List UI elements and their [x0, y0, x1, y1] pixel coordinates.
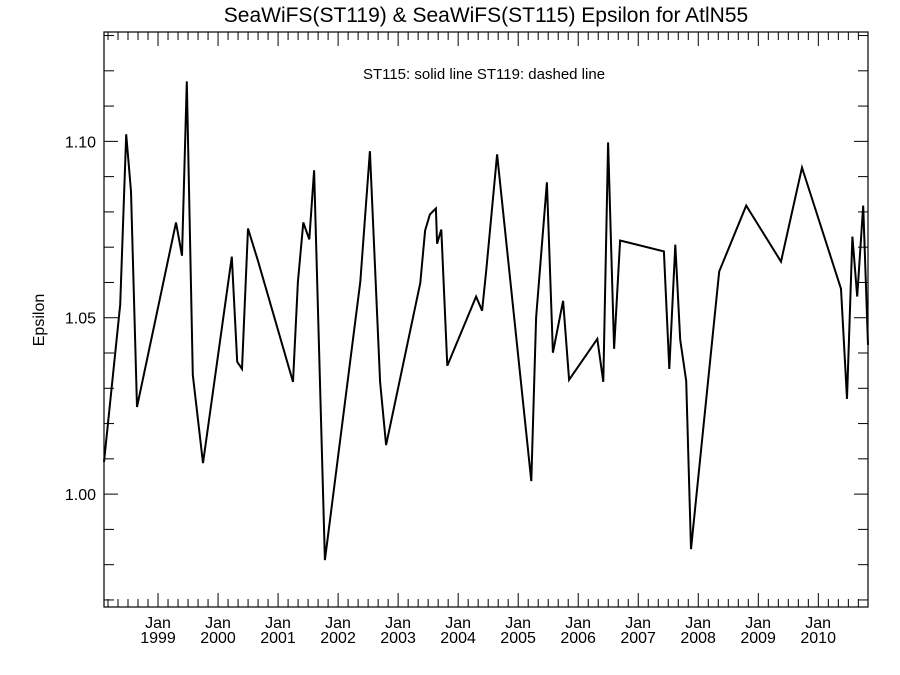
chart-title: SeaWiFS(ST119) & SeaWiFS(ST115) Epsilon …	[224, 4, 748, 27]
plot-frame	[103, 31, 869, 608]
x-tick-year: 2008	[680, 630, 716, 647]
x-tick-year: 2006	[560, 630, 596, 647]
x-tick-month: Jan	[445, 615, 471, 632]
legend-annotation: ST115: solid line ST119: dashed line	[363, 66, 605, 83]
y-tick-label: 1.05	[65, 311, 96, 328]
x-tick-month: Jan	[625, 615, 651, 632]
tick-labels: 1.001.051.10Jan1999Jan2000Jan2001Jan2002…	[65, 134, 836, 647]
x-tick-month: Jan	[205, 615, 231, 632]
series-layer	[103, 81, 869, 561]
x-tick-month: Jan	[745, 615, 771, 632]
x-tick-month: Jan	[685, 615, 711, 632]
y-axis-label: Epsilon	[31, 294, 48, 346]
x-tick-month: Jan	[805, 615, 831, 632]
x-tick-year: 2004	[440, 630, 476, 647]
axis-ticks	[104, 32, 868, 607]
y-tick-label: 1.10	[65, 134, 96, 151]
x-tick-year: 2009	[740, 630, 776, 647]
x-tick-year: 1999	[140, 630, 176, 647]
x-tick-year: 2003	[380, 630, 416, 647]
x-tick-month: Jan	[265, 615, 291, 632]
x-tick-month: Jan	[385, 615, 411, 632]
x-tick-year: 2005	[500, 630, 536, 647]
y-tick-label: 1.00	[65, 487, 96, 504]
x-tick-year: 2010	[800, 630, 836, 647]
x-tick-year: 2000	[200, 630, 236, 647]
x-tick-month: Jan	[565, 615, 591, 632]
x-tick-year: 2007	[620, 630, 656, 647]
x-tick-year: 2001	[260, 630, 296, 647]
series-line-st115	[103, 81, 869, 561]
x-tick-year: 2002	[320, 630, 356, 647]
x-tick-month: Jan	[325, 615, 351, 632]
x-tick-month: Jan	[145, 615, 171, 632]
x-tick-month: Jan	[505, 615, 531, 632]
